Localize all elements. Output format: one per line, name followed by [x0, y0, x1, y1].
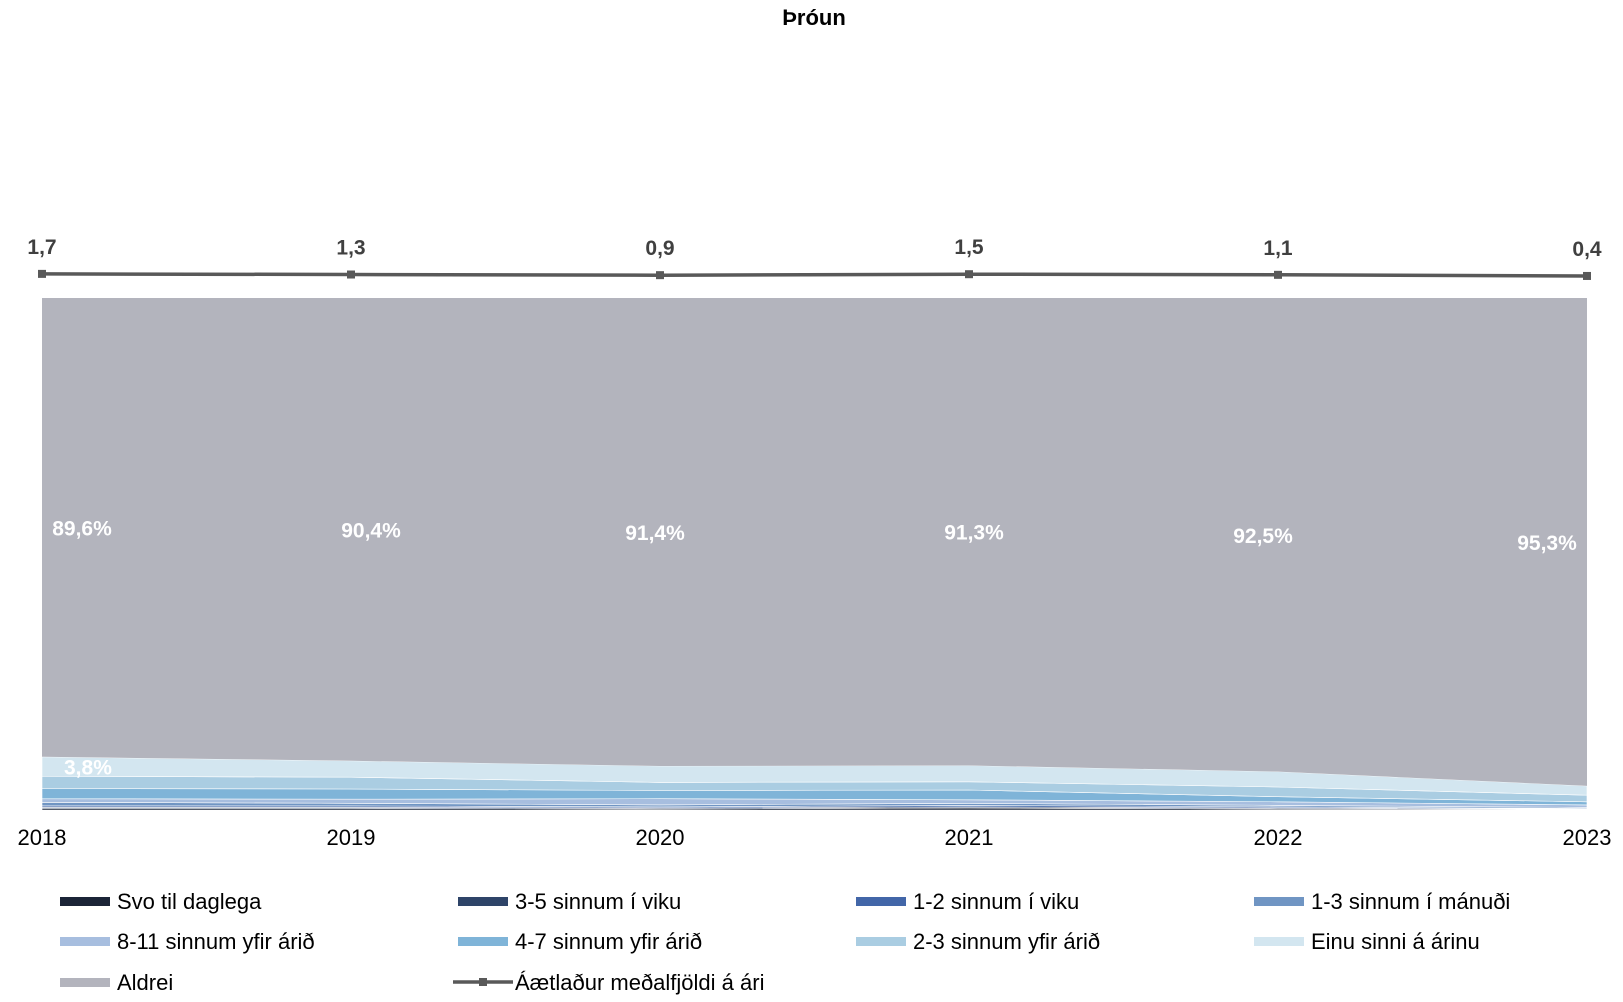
x-tick-label: 2018: [18, 825, 67, 850]
average-value-label: 1,5: [954, 236, 984, 259]
data-label: 3,8%: [64, 756, 112, 779]
legend: Svo til daglega 3-5 sinnum í viku 1-2 sinn…: [60, 889, 1510, 995]
legend-swatch: [1254, 937, 1304, 946]
average-marker: [38, 269, 46, 278]
legend-label: 3-5 sinnum í viku: [515, 889, 681, 914]
average-value-label: 1,7: [27, 236, 56, 259]
legend-swatch: [856, 937, 906, 946]
legend-label: 4-7 sinnum yfir árið: [515, 929, 702, 954]
legend-label: Áætlaður meðalfjöldi á ári: [515, 970, 764, 995]
data-label: 92,5%: [1233, 525, 1293, 548]
data-label: 95,3%: [1517, 532, 1577, 555]
legend-swatch: [856, 897, 906, 906]
legend-swatch: [60, 978, 110, 987]
legend-label: Aldrei: [117, 970, 173, 995]
legend-label: Svo til daglega: [117, 889, 262, 914]
legend-label: 8-11 sinnum yfir árið: [117, 929, 315, 954]
average-marker: [965, 270, 973, 279]
x-tick-label: 2019: [327, 825, 376, 850]
legend-swatch: [458, 897, 508, 906]
average-value-label: 0,9: [645, 237, 674, 260]
legend-swatch: [458, 937, 508, 946]
x-tick-label: 2022: [1254, 825, 1303, 850]
data-label: 90,4%: [341, 519, 401, 542]
legend-swatch: [1254, 897, 1304, 906]
data-labels: 3,8% 89,6% 90,4% 91,4% 91,3% 92,5% 95,3%: [52, 517, 1577, 779]
average-value-label: 1,1: [1263, 237, 1293, 260]
average-marker: [656, 271, 664, 280]
legend-label: 1-2 sinnum í viku: [913, 889, 1079, 914]
average-marker: [1274, 270, 1282, 279]
data-label: 91,3%: [944, 522, 1004, 545]
x-axis: 2018 2019 2020 2021 2022 2023: [18, 825, 1612, 850]
average-marker: [1583, 271, 1591, 280]
legend-swatch: [60, 897, 110, 906]
legend-line-marker: [479, 978, 487, 986]
legend-swatch: [60, 937, 110, 946]
legend-label: 2-3 sinnum yfir árið: [913, 929, 1100, 954]
data-label: 89,6%: [52, 517, 112, 540]
legend-label: 1-3 sinnum í mánuði: [1311, 889, 1510, 914]
stacked-area-plot: [41, 298, 1588, 811]
area-9: [42, 298, 1587, 786]
average-line-plot: 1,7 1,3 0,9 1,5 1,1 0,4: [27, 236, 1602, 280]
average-value-label: 0,4: [1572, 238, 1602, 261]
x-tick-label: 2023: [1563, 825, 1612, 850]
x-tick-label: 2020: [636, 825, 685, 850]
x-tick-label: 2021: [945, 825, 994, 850]
data-label: 91,4%: [625, 522, 685, 545]
legend-label: Einu sinni á árinu: [1311, 929, 1480, 954]
average-line: [41, 272, 1588, 278]
chart-title: Þróun: [782, 5, 846, 30]
average-value-label: 1,3: [336, 237, 365, 260]
average-marker: [347, 270, 355, 279]
